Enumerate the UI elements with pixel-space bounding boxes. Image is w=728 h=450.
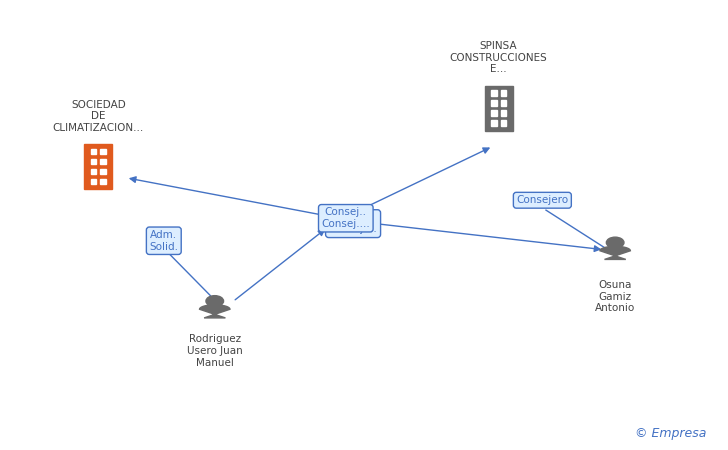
Polygon shape: [199, 305, 230, 318]
FancyBboxPatch shape: [491, 120, 496, 126]
Polygon shape: [600, 246, 630, 259]
Circle shape: [206, 296, 223, 306]
FancyBboxPatch shape: [501, 110, 506, 116]
FancyBboxPatch shape: [100, 159, 106, 164]
FancyBboxPatch shape: [501, 100, 506, 106]
Text: © Empresa: © Empresa: [635, 427, 706, 440]
Text: Osuna
Gamiz
Antonio: Osuna Gamiz Antonio: [595, 280, 636, 313]
FancyBboxPatch shape: [100, 179, 106, 184]
FancyBboxPatch shape: [84, 144, 112, 189]
FancyBboxPatch shape: [91, 169, 96, 174]
Text: SPINSA
CONSTRUCCIONES
E...: SPINSA CONSTRUCCIONES E...: [450, 41, 547, 74]
FancyBboxPatch shape: [491, 100, 496, 106]
Text: SOCIEDAD
DE
CLIMATIZACION...: SOCIEDAD DE CLIMATIZACION...: [52, 99, 144, 133]
FancyBboxPatch shape: [91, 159, 96, 164]
Text: Rodriguez
Usero Juan
Manuel: Rodriguez Usero Juan Manuel: [187, 334, 242, 368]
FancyBboxPatch shape: [491, 90, 496, 96]
FancyBboxPatch shape: [491, 110, 496, 116]
Text: Adm.
Solid.: Adm. Solid.: [149, 230, 178, 252]
FancyBboxPatch shape: [501, 90, 506, 96]
FancyBboxPatch shape: [100, 169, 106, 174]
FancyBboxPatch shape: [91, 149, 96, 154]
FancyBboxPatch shape: [100, 149, 106, 154]
Text: Consej..
Consej....: Consej.. Consej....: [329, 213, 377, 234]
Text: Consej..
Consej....: Consej.. Consej....: [322, 207, 370, 229]
Text: Consejero: Consejero: [516, 195, 569, 205]
FancyBboxPatch shape: [91, 179, 96, 184]
FancyBboxPatch shape: [501, 120, 506, 126]
Circle shape: [606, 237, 624, 248]
FancyBboxPatch shape: [485, 86, 513, 130]
